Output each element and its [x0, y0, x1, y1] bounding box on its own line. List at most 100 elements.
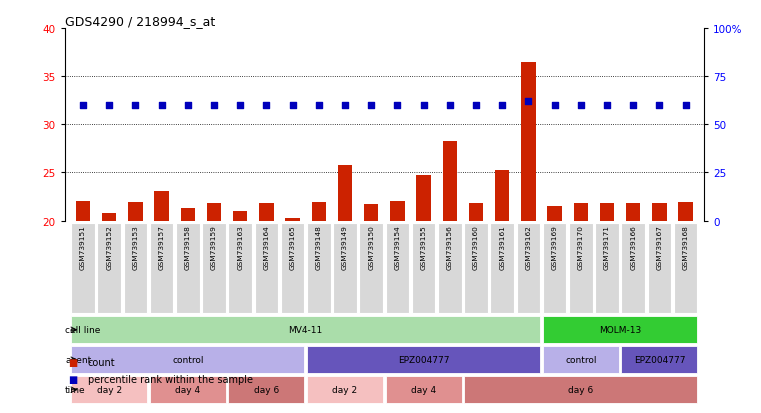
- Point: [496, 102, 508, 109]
- FancyBboxPatch shape: [307, 347, 540, 373]
- Bar: [102, 214, 116, 221]
- FancyBboxPatch shape: [490, 223, 514, 313]
- FancyBboxPatch shape: [438, 223, 462, 313]
- Text: EPZ004777: EPZ004777: [634, 356, 685, 364]
- FancyBboxPatch shape: [464, 223, 488, 313]
- Point: [234, 102, 247, 109]
- Point: [627, 102, 639, 109]
- Text: GSM739171: GSM739171: [604, 225, 610, 270]
- Text: GSM739166: GSM739166: [630, 225, 636, 270]
- Point: [470, 102, 482, 109]
- FancyBboxPatch shape: [176, 223, 199, 313]
- Bar: [547, 206, 562, 221]
- Bar: [311, 203, 326, 221]
- FancyBboxPatch shape: [412, 223, 435, 313]
- Text: MV4-11: MV4-11: [288, 325, 323, 335]
- FancyBboxPatch shape: [123, 223, 147, 313]
- Bar: [652, 204, 667, 221]
- Text: GSM739163: GSM739163: [237, 225, 244, 270]
- Text: GSM739160: GSM739160: [473, 225, 479, 270]
- Point: [522, 99, 534, 105]
- Point: [182, 102, 194, 109]
- Point: [601, 102, 613, 109]
- Text: GDS4290 / 218994_s_at: GDS4290 / 218994_s_at: [65, 15, 215, 28]
- Bar: [443, 141, 457, 221]
- Text: GSM739161: GSM739161: [499, 225, 505, 270]
- Point: [418, 102, 430, 109]
- Text: GSM739159: GSM739159: [211, 225, 217, 270]
- Point: [129, 102, 142, 109]
- FancyBboxPatch shape: [150, 376, 226, 403]
- Bar: [521, 62, 536, 221]
- Bar: [364, 205, 378, 221]
- Text: GSM739165: GSM739165: [290, 225, 295, 270]
- Text: GSM739152: GSM739152: [107, 225, 112, 270]
- Text: GSM739164: GSM739164: [263, 225, 269, 270]
- FancyBboxPatch shape: [228, 376, 304, 403]
- FancyBboxPatch shape: [359, 223, 383, 313]
- Text: control: control: [565, 356, 597, 364]
- Text: GSM739168: GSM739168: [683, 225, 689, 270]
- FancyBboxPatch shape: [569, 223, 593, 313]
- Text: day 4: day 4: [411, 385, 436, 394]
- Point: [575, 102, 587, 109]
- Text: MOLM-13: MOLM-13: [599, 325, 642, 335]
- Point: [365, 102, 377, 109]
- FancyBboxPatch shape: [386, 376, 462, 403]
- Text: agent: agent: [65, 356, 91, 364]
- Text: GSM739148: GSM739148: [316, 225, 322, 270]
- Bar: [128, 203, 142, 221]
- Point: [680, 102, 692, 109]
- FancyBboxPatch shape: [333, 223, 357, 313]
- Text: count: count: [88, 358, 115, 368]
- Bar: [260, 204, 274, 221]
- FancyBboxPatch shape: [72, 347, 304, 373]
- Text: GSM739156: GSM739156: [447, 225, 453, 270]
- Point: [391, 102, 403, 109]
- FancyBboxPatch shape: [543, 316, 697, 344]
- FancyBboxPatch shape: [281, 223, 304, 313]
- FancyBboxPatch shape: [595, 223, 619, 313]
- Point: [444, 102, 456, 109]
- FancyBboxPatch shape: [307, 376, 383, 403]
- Bar: [416, 176, 431, 221]
- Text: GSM739154: GSM739154: [394, 225, 400, 270]
- Text: GSM739158: GSM739158: [185, 225, 191, 270]
- Text: control: control: [172, 356, 203, 364]
- Point: [155, 102, 167, 109]
- FancyBboxPatch shape: [648, 223, 671, 313]
- FancyBboxPatch shape: [202, 223, 226, 313]
- Bar: [469, 204, 483, 221]
- Text: day 6: day 6: [568, 385, 594, 394]
- Bar: [574, 204, 588, 221]
- Bar: [495, 170, 509, 221]
- Text: time: time: [65, 385, 86, 394]
- Bar: [233, 211, 247, 221]
- FancyBboxPatch shape: [386, 223, 409, 313]
- Bar: [154, 191, 169, 221]
- Text: GSM739162: GSM739162: [525, 225, 531, 270]
- Bar: [390, 202, 405, 221]
- Text: percentile rank within the sample: percentile rank within the sample: [88, 374, 253, 384]
- Text: day 2: day 2: [97, 385, 122, 394]
- Text: GSM739151: GSM739151: [80, 225, 86, 270]
- Text: day 4: day 4: [175, 385, 200, 394]
- FancyBboxPatch shape: [622, 347, 697, 373]
- Bar: [180, 209, 195, 221]
- Bar: [338, 165, 352, 221]
- FancyBboxPatch shape: [464, 376, 697, 403]
- FancyBboxPatch shape: [673, 223, 697, 313]
- Text: ■: ■: [68, 374, 78, 384]
- Text: GSM739170: GSM739170: [578, 225, 584, 270]
- FancyBboxPatch shape: [543, 223, 566, 313]
- FancyBboxPatch shape: [228, 223, 252, 313]
- Point: [653, 102, 665, 109]
- Bar: [600, 204, 614, 221]
- Text: GSM739155: GSM739155: [421, 225, 427, 270]
- FancyBboxPatch shape: [97, 223, 121, 313]
- Point: [549, 102, 561, 109]
- FancyBboxPatch shape: [622, 223, 645, 313]
- Text: GSM739150: GSM739150: [368, 225, 374, 270]
- Bar: [626, 204, 641, 221]
- FancyBboxPatch shape: [72, 223, 95, 313]
